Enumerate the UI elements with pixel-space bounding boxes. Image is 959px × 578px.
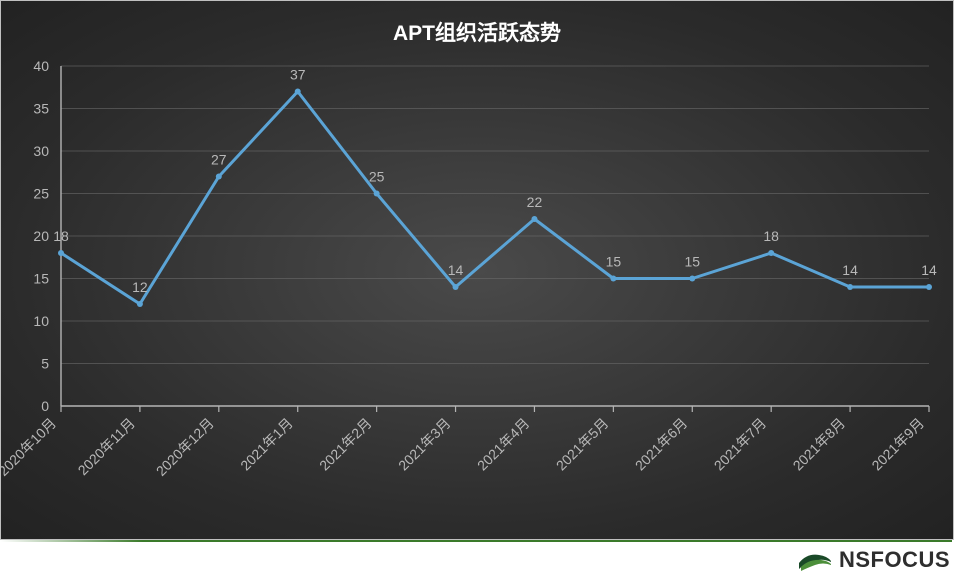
logo-mark-icon [797,547,833,573]
y-tick-label: 10 [33,313,49,329]
y-tick-label: 35 [33,101,49,117]
x-tick-label: 2021年4月 [474,415,533,474]
chart-container: APT组织活跃态势 05101520253035402020年10月2020年1… [0,0,954,540]
brand-logo: NSFOCUS [797,547,952,573]
x-tick-label: 2020年11月 [75,415,138,478]
series-marker [374,191,380,197]
series-marker [926,284,932,290]
series-marker [689,276,695,282]
footer: NSFOCUS [0,542,952,578]
logo-text: NSFOCUS [839,547,950,573]
y-tick-label: 25 [33,186,49,202]
data-label: 18 [763,228,779,244]
x-tick-label: 2021年2月 [316,415,375,474]
data-label: 25 [369,169,385,185]
y-tick-label: 0 [41,398,49,414]
series-marker [216,174,222,180]
y-tick-label: 5 [41,356,49,372]
y-tick-label: 15 [33,271,49,287]
series-marker [768,250,774,256]
series-marker [453,284,459,290]
data-label: 37 [290,67,306,83]
x-tick-label: 2020年12月 [153,415,217,479]
chart-svg: 0 5 10 15 20 25 30 35 40 2020年10月 2020年11月2020年12月… [1,1,953,539]
data-label: 15 [684,254,700,270]
x-tick-label: 2021年1月 [237,415,296,474]
data-label: 27 [211,152,227,168]
x-tick-label: 2021年6月 [632,415,691,474]
series-marker [610,276,616,282]
series-marker [531,216,537,222]
data-label: 14 [448,262,464,278]
x-tick-label: 2021年8月 [790,415,849,474]
data-label: 14 [921,262,937,278]
x-tick-label: 2021年7月 [711,415,770,474]
x-tick-label: 2021年9月 [868,415,927,474]
series-marker [137,301,143,307]
y-tick-label: 40 [33,58,49,74]
y-tick-label: 20 [33,228,49,244]
series-marker [58,250,64,256]
x-tick-label: 2020年10月 [1,415,59,479]
x-tick-label: 2021年5月 [553,415,612,474]
data-label: 15 [606,254,622,270]
y-tick-label: 30 [33,143,49,159]
x-tick-label: 2021年3月 [395,415,454,474]
data-label: 18 [53,228,69,244]
series-line [61,92,929,305]
data-label: 22 [527,194,543,210]
series-marker [847,284,853,290]
series-marker [295,89,301,95]
data-label: 14 [842,262,858,278]
data-label: 12 [132,279,148,295]
